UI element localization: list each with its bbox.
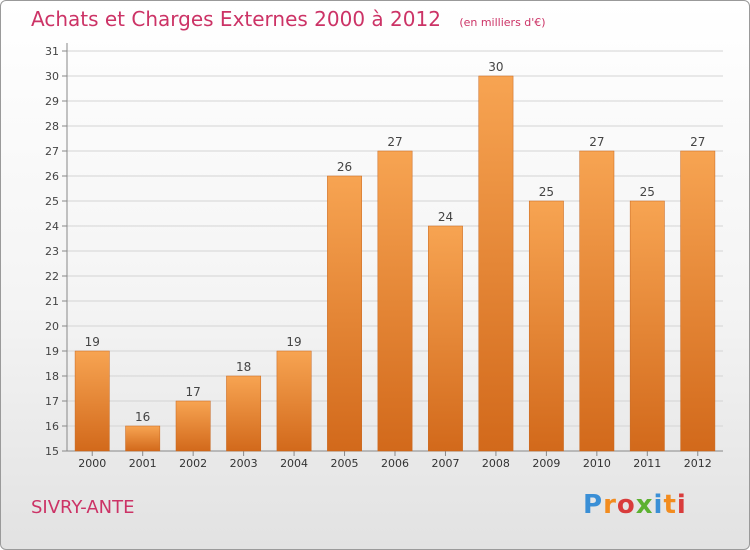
bar-2001: [125, 425, 161, 452]
x-tick-label-2008: 2008: [482, 457, 510, 470]
x-tick-label-2002: 2002: [179, 457, 207, 470]
data-label-2009: 25: [539, 185, 554, 199]
data-label-2000: 19: [85, 335, 100, 349]
x-tick-label-2011: 2011: [633, 457, 661, 470]
bar-2011: [629, 200, 665, 452]
data-label-2012: 27: [690, 135, 705, 149]
data-label-2002: 17: [186, 385, 201, 399]
bar-2004: [276, 350, 312, 452]
proxiti-logo[interactable]: Proxiti: [583, 490, 687, 520]
bar-2007: [428, 225, 463, 452]
y-tick-label: 25: [45, 195, 59, 208]
logo-letter: t: [663, 490, 677, 520]
y-tick-label: 16: [45, 420, 59, 433]
data-label-2005: 26: [337, 160, 352, 174]
bar-2006: [377, 150, 413, 452]
x-tick-label-2003: 2003: [230, 457, 258, 470]
y-tick-label: 17: [45, 395, 59, 408]
logo-letter: P: [583, 490, 604, 520]
logo-letter: i: [676, 490, 687, 520]
y-tick-label: 19: [45, 345, 59, 358]
x-tick-label-2006: 2006: [381, 457, 409, 470]
y-tick-label: 26: [45, 170, 59, 183]
bar-2003: [226, 375, 262, 452]
y-tick-label: 21: [45, 295, 59, 308]
bar-2005: [327, 175, 362, 452]
data-label-2007: 24: [438, 210, 453, 224]
x-tick-label-2007: 2007: [431, 457, 459, 470]
y-tick-label: 18: [45, 370, 59, 383]
y-tick-label: 31: [45, 45, 59, 58]
logo-letter: x: [635, 490, 654, 520]
chart-subtitle: (en milliers d'€): [459, 16, 546, 29]
y-tick-label: 24: [45, 220, 59, 233]
y-tick-label: 22: [45, 270, 59, 283]
y-tick-label: 30: [45, 70, 59, 83]
x-tick-label-2009: 2009: [532, 457, 560, 470]
data-labels: 19 16 17 18 19 26 27 24 30 25 27 25 27: [85, 60, 706, 424]
commune-name: SIVRY-ANTE: [31, 497, 135, 518]
x-tick-label-2005: 2005: [331, 457, 359, 470]
x-tick-label-2001: 2001: [129, 457, 157, 470]
chart-title: Achats et Charges Externes 2000 à 2012 (…: [31, 7, 546, 31]
bars: [74, 75, 716, 452]
data-label-2008: 30: [488, 60, 503, 74]
y-tick-label: 27: [45, 145, 59, 158]
data-label-2010: 27: [589, 135, 604, 149]
y-tick-label: 28: [45, 120, 59, 133]
bar-2008: [478, 75, 514, 452]
chart-title-text: Achats et Charges Externes 2000 à 2012: [31, 7, 441, 31]
y-tick-label: 20: [45, 320, 59, 333]
bar-2012: [680, 150, 716, 452]
logo-letter: i: [653, 490, 664, 520]
bar-2009: [528, 200, 564, 452]
y-tick-label: 23: [45, 245, 59, 258]
x-tick-label-2004: 2004: [280, 457, 308, 470]
y-tick-label: 29: [45, 95, 59, 108]
data-label-2003: 18: [236, 360, 251, 374]
bar-2000: [74, 350, 110, 452]
logo-letter: r: [603, 490, 617, 520]
logo-letter: o: [616, 490, 636, 520]
bar-2002: [175, 400, 211, 452]
y-tick-label: 15: [45, 445, 59, 458]
data-label-2004: 19: [286, 335, 301, 349]
x-tick-label-2010: 2010: [583, 457, 611, 470]
data-label-2011: 25: [640, 185, 655, 199]
x-tick-label-2000: 2000: [78, 457, 106, 470]
x-tick-label-2012: 2012: [684, 457, 712, 470]
data-label-2006: 27: [387, 135, 402, 149]
data-label-2001: 16: [135, 410, 150, 424]
bar-2010: [579, 150, 615, 452]
